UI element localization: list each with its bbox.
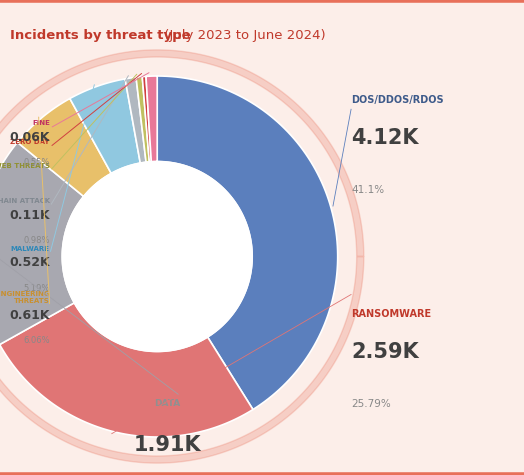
Text: 6.06%: 6.06% [23, 336, 50, 345]
Polygon shape [142, 76, 151, 162]
Text: 25.79%: 25.79% [351, 399, 391, 409]
Polygon shape [0, 303, 253, 437]
Polygon shape [157, 76, 337, 409]
Polygon shape [17, 98, 111, 196]
Polygon shape [136, 76, 149, 162]
Text: 4.12K: 4.12K [351, 128, 419, 148]
Polygon shape [0, 50, 364, 463]
Text: 0.52K: 0.52K [9, 256, 50, 269]
Text: Incidents by threat type: Incidents by threat type [10, 28, 191, 41]
Text: WEB THREATS: WEB THREATS [0, 162, 50, 169]
Text: DOS/DDOS/RDOS: DOS/DDOS/RDOS [351, 95, 444, 105]
Polygon shape [125, 77, 146, 163]
Text: 0.55%: 0.55% [24, 158, 50, 167]
Text: DATA: DATA [155, 399, 181, 408]
Text: RANSOMWARE: RANSOMWARE [351, 309, 431, 319]
Text: 5.19%: 5.19% [24, 284, 50, 293]
Text: MALWARE: MALWARE [11, 246, 50, 252]
Polygon shape [62, 162, 252, 352]
Text: ZERO DAY: ZERO DAY [10, 139, 50, 145]
Text: FINE: FINE [32, 120, 50, 126]
Text: 1.91K: 1.91K [134, 435, 202, 455]
Polygon shape [146, 76, 157, 162]
Polygon shape [70, 79, 140, 173]
Text: 0.98%: 0.98% [23, 236, 50, 245]
Text: (July 2023 to June 2024): (July 2023 to June 2024) [160, 28, 325, 41]
Text: 0.06K: 0.06K [9, 131, 50, 143]
Text: 41.1%: 41.1% [351, 185, 384, 195]
Text: 2.59K: 2.59K [351, 342, 419, 362]
Text: SOCIAL ENGINEERING
THREATS: SOCIAL ENGINEERING THREATS [0, 291, 50, 304]
Text: 0.61K: 0.61K [9, 309, 50, 322]
Text: 0.11K: 0.11K [9, 209, 50, 222]
Text: SUPPLY CHAIN ATTACK: SUPPLY CHAIN ATTACK [0, 198, 50, 204]
Polygon shape [0, 142, 84, 344]
